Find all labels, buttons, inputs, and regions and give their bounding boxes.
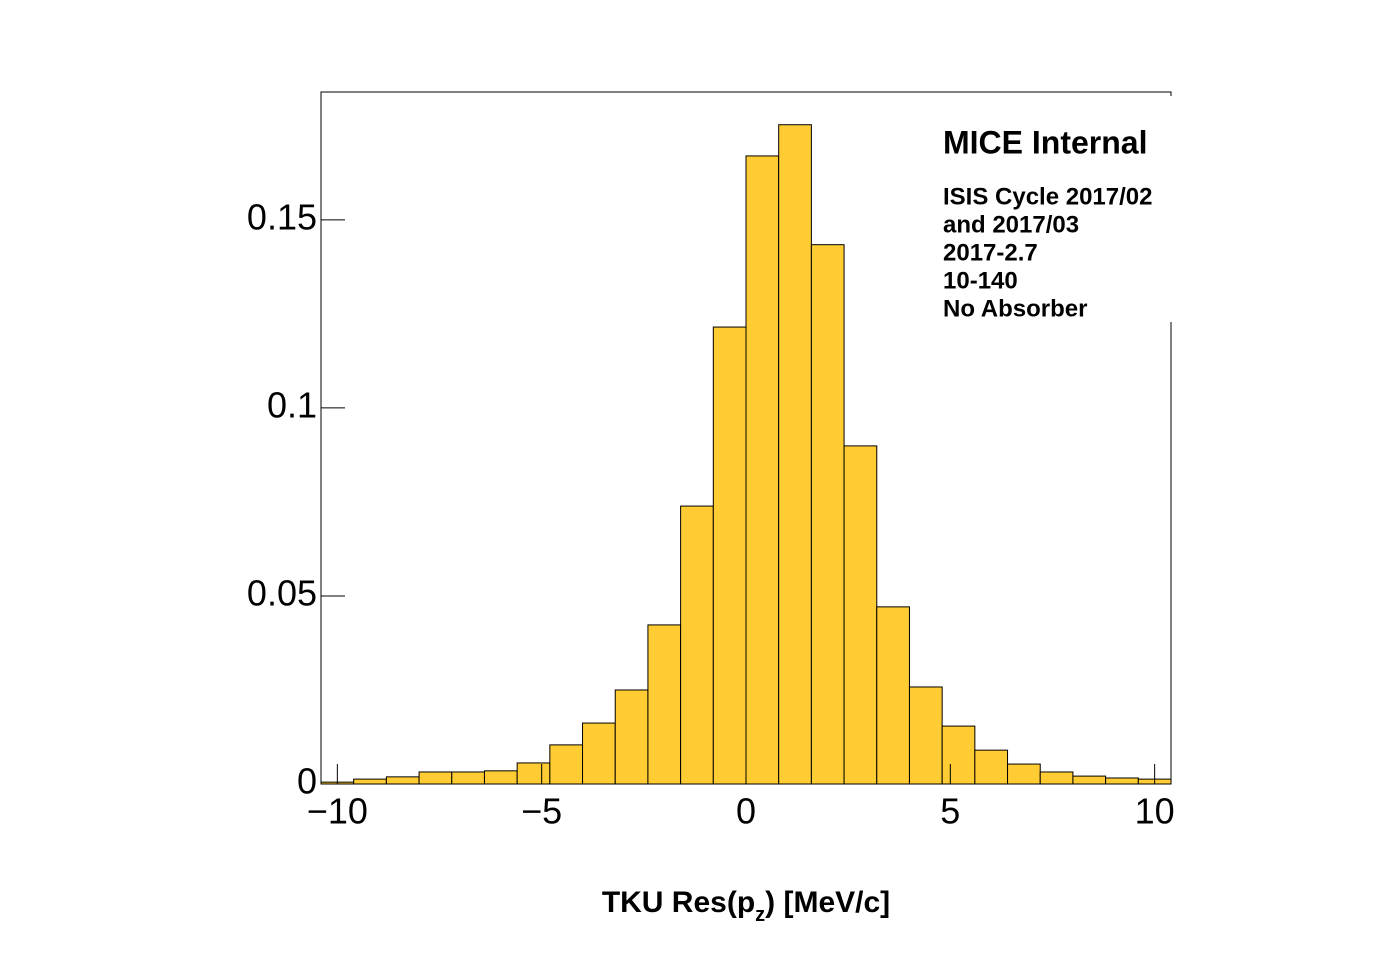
bars xyxy=(320,124,1172,785)
bar xyxy=(353,778,387,785)
bar xyxy=(941,725,976,785)
y-tick-label: 0.1 xyxy=(267,384,317,425)
x-label-part: ) [MeV/c] xyxy=(765,886,890,919)
bar xyxy=(483,770,518,785)
bar xyxy=(1072,775,1107,785)
bar xyxy=(647,624,682,785)
bar xyxy=(843,445,878,785)
bar xyxy=(451,771,485,785)
bar xyxy=(1039,771,1074,785)
bar xyxy=(516,762,551,785)
bar xyxy=(908,686,943,785)
annotation-line: and 2017/03 xyxy=(943,211,1079,238)
bar xyxy=(582,722,616,785)
annotation-line: No Absorber xyxy=(943,295,1087,322)
bar xyxy=(418,771,453,785)
bar xyxy=(549,744,584,785)
annotation-line: ISIS Cycle 2017/02 xyxy=(943,183,1152,210)
bar xyxy=(680,505,714,785)
x-label-subscript: z xyxy=(755,904,765,926)
y-tick-label: 0 xyxy=(297,761,317,802)
annotation-title: MICE Internal xyxy=(943,124,1147,160)
bar xyxy=(1007,763,1041,785)
annotation-line: 2017-2.7 xyxy=(943,239,1038,266)
y-tick-label: 0.15 xyxy=(247,196,317,237)
bar xyxy=(876,606,910,785)
x-tick-label: −5 xyxy=(521,791,562,832)
annotation-line: 10-140 xyxy=(943,267,1018,294)
bar xyxy=(745,155,780,785)
bar xyxy=(974,749,1009,785)
x-tick-label: 0 xyxy=(736,791,756,832)
annotation-box xyxy=(936,96,1186,322)
y-tick-label: 0.05 xyxy=(247,572,317,613)
bar xyxy=(385,776,420,785)
bar xyxy=(810,244,845,785)
x-tick-label: 5 xyxy=(940,791,960,832)
x-tick-label: 10 xyxy=(1135,791,1175,832)
x-label-part: TKU Res(p xyxy=(602,886,755,919)
bar xyxy=(614,689,649,785)
x-tick-label: −10 xyxy=(307,791,368,832)
bar xyxy=(712,326,747,785)
x-axis-label: TKU Res(pz) [MeV/c] xyxy=(602,886,890,926)
bar xyxy=(778,124,812,785)
bar xyxy=(1105,777,1139,785)
